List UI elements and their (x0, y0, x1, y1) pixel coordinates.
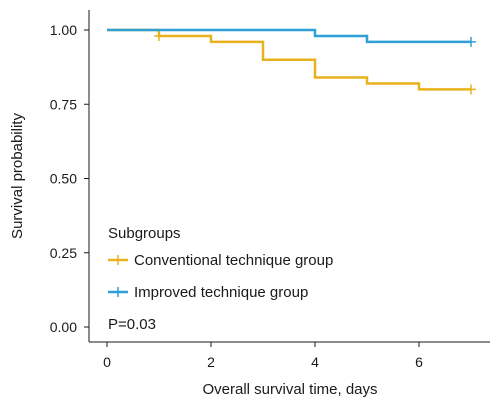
legend-title: Subgroups (108, 225, 181, 242)
y-axis: 0.00 0.25 0.50 0.75 1.00 (50, 10, 90, 342)
series-line-2 (107, 28, 471, 44)
legend: Subgroups Conventional technique group Im… (108, 225, 333, 301)
y-axis-title: Survival probability (9, 113, 26, 239)
x-tick-label: 4 (311, 354, 319, 370)
legend-label: Improved technique group (134, 284, 308, 301)
y-tick-label: 0.00 (50, 319, 77, 335)
x-axis: 0 2 4 6 (89, 341, 490, 370)
x-axis-title: Overall survival time, days (202, 381, 377, 398)
series-layer (107, 28, 476, 95)
series-line-1 (107, 28, 471, 91)
y-tick-label: 0.50 (50, 171, 77, 187)
x-tick-label: 6 (415, 354, 423, 370)
legend-item: Conventional technique group (108, 252, 333, 269)
p-value-annotation: P=0.03 (108, 316, 156, 333)
x-tick-label: 0 (103, 354, 111, 370)
censor-mark (466, 36, 476, 47)
censor-mark (466, 84, 476, 95)
y-tick-label: 1.00 (50, 22, 77, 38)
legend-item: Improved technique group (108, 284, 308, 301)
y-tick-label: 0.25 (50, 245, 77, 261)
x-tick-label: 2 (207, 354, 215, 370)
y-tick-label: 0.75 (50, 96, 77, 112)
legend-label: Conventional technique group (134, 252, 333, 269)
censor-mark (154, 30, 164, 41)
